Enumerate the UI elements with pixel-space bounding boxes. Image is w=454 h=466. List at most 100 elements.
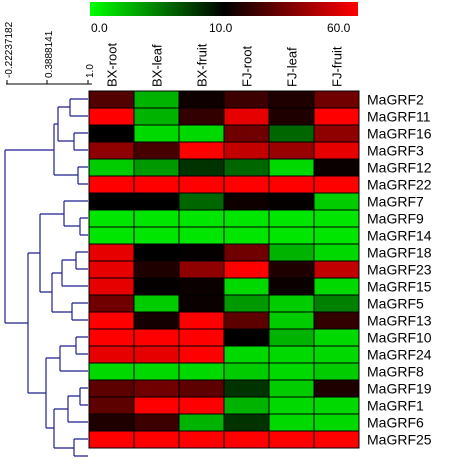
heatmap-cell-MaGRF25-FJ-root	[223, 430, 270, 449]
heatmap-cell-MaGRF6-FJ-root	[223, 413, 270, 432]
heatmap-cell-MaGRF18-FJ-leaf	[268, 243, 315, 262]
heatmap-cell-MaGRF3-BX-fruit	[178, 141, 225, 160]
heatmap-cell-MaGRF10-FJ-root	[223, 328, 270, 347]
heatmap-cell-MaGRF6-BX-root	[88, 413, 135, 432]
dendrogram-scale-label-0: -0.22237182	[4, 21, 15, 78]
dendrogram-scale-label-1: 0.3888141	[44, 30, 55, 78]
heatmap-cell-MaGRF24-BX-leaf	[133, 345, 180, 364]
row-label: MaGRF13	[367, 313, 432, 329]
heatmap-cell-MaGRF22-BX-leaf	[133, 175, 180, 194]
heatmap-cell-MaGRF9-FJ-root	[223, 209, 270, 228]
heatmap-cell-MaGRF13-FJ-fruit	[313, 311, 360, 330]
row-label: MaGRF14	[367, 228, 432, 244]
heatmap-cell-MaGRF9-FJ-leaf	[268, 209, 315, 228]
column-label: FJ-root	[240, 45, 255, 87]
row-label: MaGRF8	[367, 364, 424, 380]
heatmap-cell-MaGRF22-BX-fruit	[178, 175, 225, 194]
heatmap-cell-MaGRF9-BX-root	[88, 209, 135, 228]
row-dendrogram	[4, 98, 88, 457]
heatmap-cell-MaGRF2-BX-leaf	[133, 90, 180, 109]
heatmap-cell-MaGRF16-BX-root	[88, 124, 135, 143]
heatmap-cell-MaGRF13-BX-fruit	[178, 311, 225, 330]
row-label: MaGRF25	[367, 432, 432, 448]
heatmap-cell-MaGRF23-FJ-fruit	[313, 260, 360, 279]
heatmap-cell-MaGRF22-BX-root	[88, 175, 135, 194]
heatmap-cell-MaGRF5-FJ-fruit	[313, 294, 360, 313]
heatmap-cell-MaGRF19-BX-leaf	[133, 379, 180, 398]
heatmap-cell-MaGRF1-BX-leaf	[133, 396, 180, 415]
heatmap-cell-MaGRF7-FJ-leaf	[268, 192, 315, 211]
heatmap-cell-MaGRF16-BX-fruit	[178, 124, 225, 143]
row-label: MaGRF18	[367, 245, 432, 261]
heatmap-cell-MaGRF2-FJ-root	[223, 90, 270, 109]
column-label: FJ-leaf	[285, 47, 300, 87]
heatmap-cell-MaGRF19-BX-fruit	[178, 379, 225, 398]
heatmap-cell-MaGRF22-FJ-fruit	[313, 175, 360, 194]
heatmap-cell-MaGRF8-FJ-root	[223, 362, 270, 381]
heatmap-cell-MaGRF11-BX-root	[88, 107, 135, 126]
heatmap-cell-MaGRF8-FJ-fruit	[313, 362, 360, 381]
heatmap-cell-MaGRF3-FJ-leaf	[268, 141, 315, 160]
heatmap-cell-MaGRF19-FJ-leaf	[268, 379, 315, 398]
color-scale-bar	[90, 2, 358, 16]
heatmap-cell-MaGRF13-FJ-leaf	[268, 311, 315, 330]
row-label: MaGRF12	[367, 160, 432, 176]
column-label: BX-fruit	[195, 43, 210, 87]
row-labels: MaGRF2MaGRF11MaGRF16MaGRF3MaGRF12MaGRF22…	[367, 92, 432, 448]
heatmap-cell-MaGRF11-BX-fruit	[178, 107, 225, 126]
heatmap-cell-MaGRF15-BX-leaf	[133, 277, 180, 296]
heatmap-cell-MaGRF10-BX-leaf	[133, 328, 180, 347]
heatmap-cell-MaGRF2-BX-fruit	[178, 90, 225, 109]
heatmap-cell-MaGRF10-BX-root	[88, 328, 135, 347]
row-label: MaGRF5	[367, 296, 424, 312]
heatmap-cell-MaGRF7-BX-root	[88, 192, 135, 211]
heatmap-cell-MaGRF6-FJ-fruit	[313, 413, 360, 432]
heatmap-cell-MaGRF12-BX-fruit	[178, 158, 225, 177]
heatmap-cell-MaGRF24-FJ-fruit	[313, 345, 360, 364]
heatmap-cells	[88, 90, 360, 449]
heatmap-cell-MaGRF22-FJ-leaf	[268, 175, 315, 194]
heatmap-cell-MaGRF9-BX-leaf	[133, 209, 180, 228]
heatmap-cell-MaGRF14-BX-leaf	[133, 226, 180, 245]
row-label: MaGRF7	[367, 194, 424, 210]
heatmap-cell-MaGRF11-FJ-fruit	[313, 107, 360, 126]
row-label: MaGRF9	[367, 211, 424, 227]
heatmap-cell-MaGRF25-FJ-leaf	[268, 430, 315, 449]
heatmap-cell-MaGRF7-BX-leaf	[133, 192, 180, 211]
heatmap-cell-MaGRF16-BX-leaf	[133, 124, 180, 143]
heatmap-cell-MaGRF15-FJ-fruit	[313, 277, 360, 296]
heatmap-cell-MaGRF24-BX-root	[88, 345, 135, 364]
heatmap-cell-MaGRF2-FJ-fruit	[313, 90, 360, 109]
heatmap-cell-MaGRF24-BX-fruit	[178, 345, 225, 364]
heatmap-cell-MaGRF1-FJ-leaf	[268, 396, 315, 415]
heatmap-cell-MaGRF1-FJ-fruit	[313, 396, 360, 415]
heatmap-cell-MaGRF3-BX-leaf	[133, 141, 180, 160]
row-label: MaGRF10	[367, 330, 432, 346]
heatmap-cell-MaGRF5-FJ-root	[223, 294, 270, 313]
heatmap-cell-MaGRF23-FJ-root	[223, 260, 270, 279]
row-label: MaGRF15	[367, 279, 432, 295]
heatmap-cell-MaGRF23-BX-root	[88, 260, 135, 279]
column-labels: BX-root BX-leaf BX-fruit FJ-root FJ-leaf FJ-f…	[105, 43, 345, 87]
heatmap-cell-MaGRF15-BX-root	[88, 277, 135, 296]
heatmap-cell-MaGRF13-BX-root	[88, 311, 135, 330]
heatmap-cell-MaGRF8-FJ-leaf	[268, 362, 315, 381]
heatmap-cell-MaGRF2-FJ-leaf	[268, 90, 315, 109]
row-label: MaGRF22	[367, 177, 432, 193]
column-label: BX-leaf	[150, 44, 165, 87]
heatmap-cell-MaGRF6-BX-leaf	[133, 413, 180, 432]
row-label: MaGRF11	[367, 109, 431, 125]
heatmap-cell-MaGRF5-BX-leaf	[133, 294, 180, 313]
row-label: MaGRF6	[367, 415, 424, 431]
heatmap-cell-MaGRF6-FJ-leaf	[268, 413, 315, 432]
row-label: MaGRF1	[367, 398, 424, 414]
heatmap-cell-MaGRF6-BX-fruit	[178, 413, 225, 432]
heatmap-cell-MaGRF12-FJ-fruit	[313, 158, 360, 177]
heatmap-cell-MaGRF12-FJ-leaf	[268, 158, 315, 177]
heatmap-cell-MaGRF24-FJ-leaf	[268, 345, 315, 364]
heatmap-cell-MaGRF10-BX-fruit	[178, 328, 225, 347]
heatmap-cell-MaGRF16-FJ-leaf	[268, 124, 315, 143]
heatmap-cell-MaGRF25-BX-root	[88, 430, 135, 449]
heatmap-cell-MaGRF19-FJ-root	[223, 379, 270, 398]
